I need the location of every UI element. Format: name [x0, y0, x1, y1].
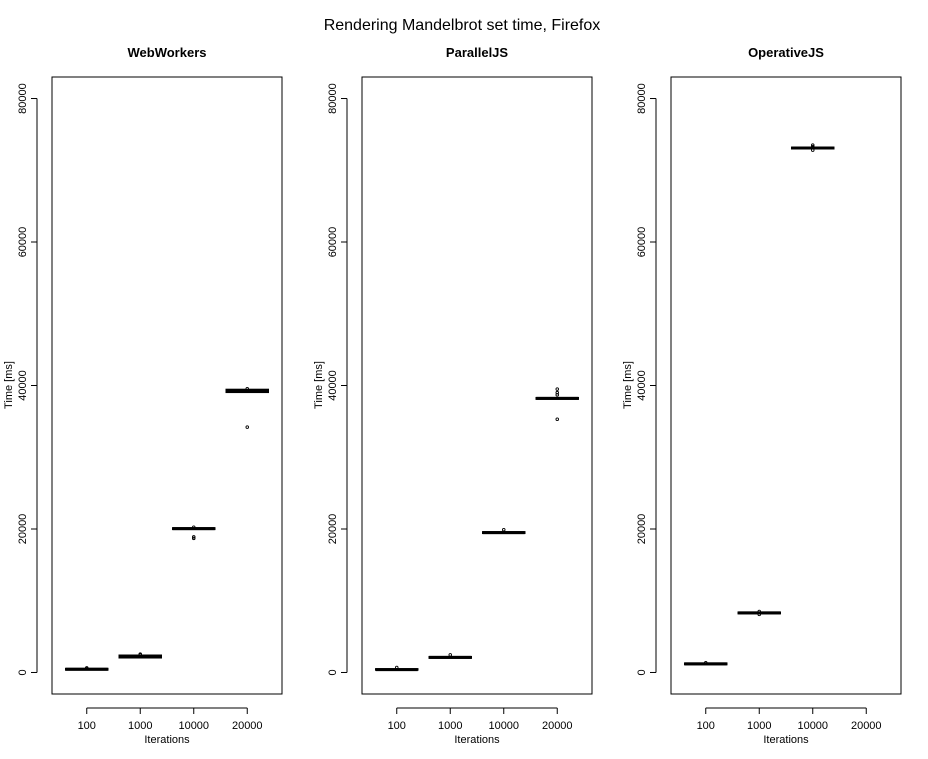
y-tick-label: 20000 [636, 514, 648, 545]
plot-frame [361, 76, 593, 695]
box-1000 [428, 653, 472, 659]
outlier-point [448, 653, 453, 657]
outlier-point [811, 148, 815, 152]
y-tick-label: 80000 [636, 83, 648, 114]
x-axis-label: Iterations [454, 734, 500, 746]
outlier-point [395, 665, 399, 670]
x-tick-label: 100 [78, 720, 96, 732]
x-tick-label: 10000 [797, 720, 828, 732]
x-tick-label: 1000 [438, 720, 462, 732]
outlier-point [811, 143, 815, 147]
plot-frame [670, 76, 902, 695]
box-100 [65, 666, 109, 671]
box-10000 [172, 525, 216, 541]
panel-1: WebWorkers 0 20000 40000 60000 80000 Time [ms]… [3, 45, 283, 746]
box-20000 [535, 387, 579, 421]
y-tick-label: 20000 [17, 514, 29, 545]
y-tick-label: 60000 [636, 227, 648, 258]
outlier-point [191, 536, 196, 541]
y-tick-label: 40000 [636, 370, 648, 401]
outlier-point [555, 417, 560, 421]
outlier-point [245, 386, 249, 391]
box-100 [375, 665, 419, 672]
y-tick-label: 40000 [327, 370, 339, 401]
outlier-point [704, 661, 708, 665]
x-tick-label: 20000 [851, 720, 882, 732]
outlier-point [502, 527, 506, 532]
panel-3: OperativeJS 0 20000 40000 60000 80000 Time [ms… [622, 45, 902, 746]
y-axis-label: Time [ms] [3, 361, 15, 409]
x-axis-label: Iterations [144, 734, 190, 746]
outlier-point [555, 390, 560, 395]
outlier-point [191, 535, 196, 539]
x-tick-label: 10000 [178, 720, 209, 732]
y-tick-label: 0 [17, 669, 29, 675]
main-title: Rendering Mandelbrot set time, Firefox [324, 17, 601, 34]
y-axis-label: Time [ms] [313, 361, 325, 409]
box-10000 [791, 143, 835, 152]
box-1000 [737, 609, 781, 617]
x-tick-label: 1000 [747, 720, 771, 732]
x-tick-label: 10000 [488, 720, 519, 732]
outlier-point [811, 144, 815, 149]
y-tick-label: 80000 [17, 83, 29, 114]
x-tick-label: 20000 [232, 720, 263, 732]
x-axis-label: Iterations [763, 734, 809, 746]
x-tick-label: 100 [388, 720, 406, 732]
y-tick-label: 0 [327, 669, 339, 675]
panels: WebWorkers 0 20000 40000 60000 80000 Time [ms]… [3, 45, 902, 746]
panel-title: ParallelJS [446, 45, 508, 60]
panel-title: WebWorkers [128, 45, 207, 60]
box-1000 [118, 652, 162, 659]
outlier-point [191, 525, 196, 529]
panel-title: OperativeJS [748, 45, 824, 60]
y-tick-label: 80000 [327, 83, 339, 114]
y-axis-label: Time [ms] [622, 361, 634, 409]
outlier-point [245, 425, 249, 429]
x-tick-label: 20000 [542, 720, 573, 732]
y-tick-label: 20000 [327, 514, 339, 545]
outlier-point [757, 609, 762, 614]
y-tick-label: 40000 [17, 370, 29, 401]
y-tick-label: 60000 [17, 227, 29, 258]
plot-frame [51, 76, 283, 695]
y-tick-label: 0 [636, 669, 648, 675]
outlier-point [84, 666, 89, 670]
outlier-point [138, 652, 142, 656]
box-20000 [225, 386, 269, 429]
outlier-point [555, 387, 560, 391]
x-tick-label: 1000 [128, 720, 152, 732]
panel-2: ParallelJS 0 20000 40000 60000 80000 Time [ms]… [313, 45, 593, 746]
x-tick-label: 100 [697, 720, 715, 732]
y-tick-label: 60000 [327, 227, 339, 258]
box-100 [684, 661, 728, 666]
box-10000 [482, 527, 526, 535]
